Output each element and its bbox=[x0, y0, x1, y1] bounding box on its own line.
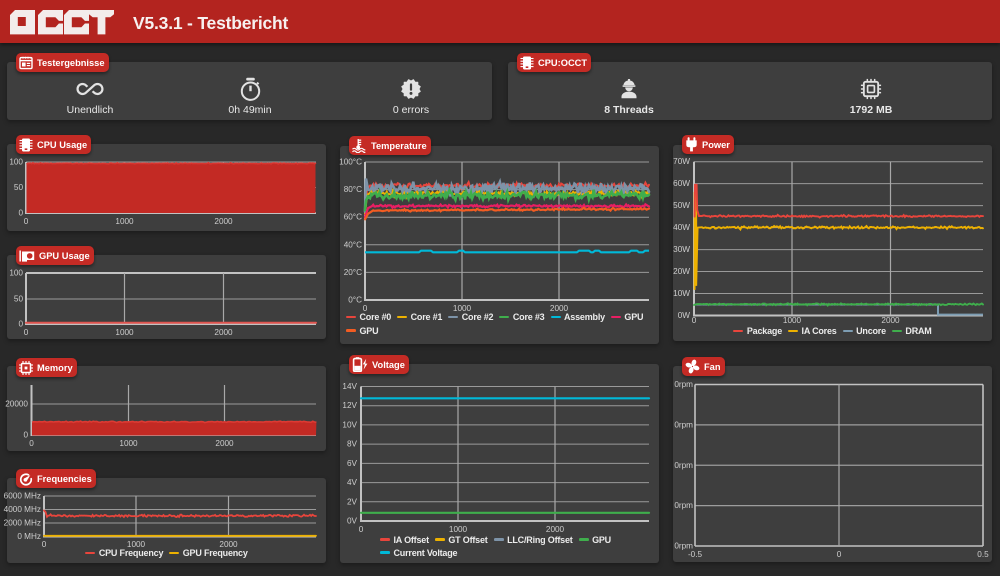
svg-text:2000: 2000 bbox=[215, 439, 234, 448]
svg-text:70W: 70W bbox=[673, 157, 690, 166]
svg-text:0°C: 0°C bbox=[348, 296, 362, 305]
svg-text:0 MHz: 0 MHz bbox=[17, 532, 41, 541]
svg-text:80°C: 80°C bbox=[344, 185, 362, 194]
svg-text:50W: 50W bbox=[673, 201, 690, 210]
svg-text:10V: 10V bbox=[342, 420, 357, 429]
svg-text:0V: 0V bbox=[347, 516, 358, 525]
svg-text:100: 100 bbox=[9, 269, 23, 278]
svg-text:1000: 1000 bbox=[115, 328, 134, 337]
svg-text:2V: 2V bbox=[347, 497, 358, 506]
svg-text:6V: 6V bbox=[347, 459, 358, 468]
svg-text:0: 0 bbox=[24, 328, 29, 337]
svg-text:20000: 20000 bbox=[5, 400, 28, 409]
svg-text:0: 0 bbox=[42, 540, 47, 549]
svg-text:1000: 1000 bbox=[783, 316, 802, 325]
svg-text:2000: 2000 bbox=[214, 217, 233, 226]
svg-text:0: 0 bbox=[24, 217, 29, 226]
svg-text:6000 MHz: 6000 MHz bbox=[4, 492, 41, 501]
svg-text:50: 50 bbox=[14, 295, 24, 304]
svg-text:40W: 40W bbox=[673, 223, 690, 232]
svg-text:0: 0 bbox=[23, 431, 28, 440]
svg-text:0W: 0W bbox=[678, 311, 691, 320]
svg-text:1000: 1000 bbox=[127, 540, 146, 549]
svg-text:2000: 2000 bbox=[214, 328, 233, 337]
svg-text:0: 0 bbox=[837, 550, 842, 559]
svg-text:0rpm: 0rpm bbox=[674, 420, 693, 429]
svg-text:4000 MHz: 4000 MHz bbox=[4, 505, 41, 514]
svg-text:2000: 2000 bbox=[881, 316, 900, 325]
svg-text:0rpm: 0rpm bbox=[674, 380, 693, 389]
svg-text:30W: 30W bbox=[673, 245, 690, 254]
svg-text:0: 0 bbox=[18, 209, 23, 218]
svg-text:100: 100 bbox=[9, 158, 23, 167]
svg-text:0: 0 bbox=[363, 304, 368, 313]
svg-text:0rpm: 0rpm bbox=[674, 542, 693, 551]
svg-text:0rpm: 0rpm bbox=[674, 461, 693, 470]
svg-text:0: 0 bbox=[18, 320, 23, 329]
svg-text:12V: 12V bbox=[342, 401, 357, 410]
svg-text:40°C: 40°C bbox=[344, 240, 362, 249]
svg-text:8V: 8V bbox=[347, 440, 358, 449]
svg-text:1000: 1000 bbox=[449, 525, 468, 534]
svg-text:0rpm: 0rpm bbox=[674, 501, 693, 510]
svg-text:0.5: 0.5 bbox=[977, 550, 989, 559]
svg-text:14V: 14V bbox=[342, 382, 357, 391]
svg-text:2000: 2000 bbox=[546, 525, 565, 534]
svg-text:20W: 20W bbox=[673, 267, 690, 276]
svg-text:4V: 4V bbox=[347, 478, 358, 487]
svg-text:1000: 1000 bbox=[115, 217, 134, 226]
svg-text:-0.5: -0.5 bbox=[688, 550, 703, 559]
svg-text:1000: 1000 bbox=[453, 304, 472, 313]
svg-text:0: 0 bbox=[692, 316, 697, 325]
svg-text:1000: 1000 bbox=[119, 439, 138, 448]
svg-text:2000: 2000 bbox=[550, 304, 569, 313]
svg-text:0: 0 bbox=[29, 439, 34, 448]
svg-text:20°C: 20°C bbox=[344, 268, 362, 277]
svg-text:50: 50 bbox=[14, 183, 24, 192]
svg-text:60W: 60W bbox=[673, 179, 690, 188]
svg-text:100°C: 100°C bbox=[339, 158, 362, 167]
svg-text:2000 MHz: 2000 MHz bbox=[4, 519, 41, 528]
svg-text:0: 0 bbox=[359, 525, 364, 534]
svg-text:60°C: 60°C bbox=[344, 213, 362, 222]
svg-text:10W: 10W bbox=[673, 289, 690, 298]
svg-text:2000: 2000 bbox=[219, 540, 238, 549]
